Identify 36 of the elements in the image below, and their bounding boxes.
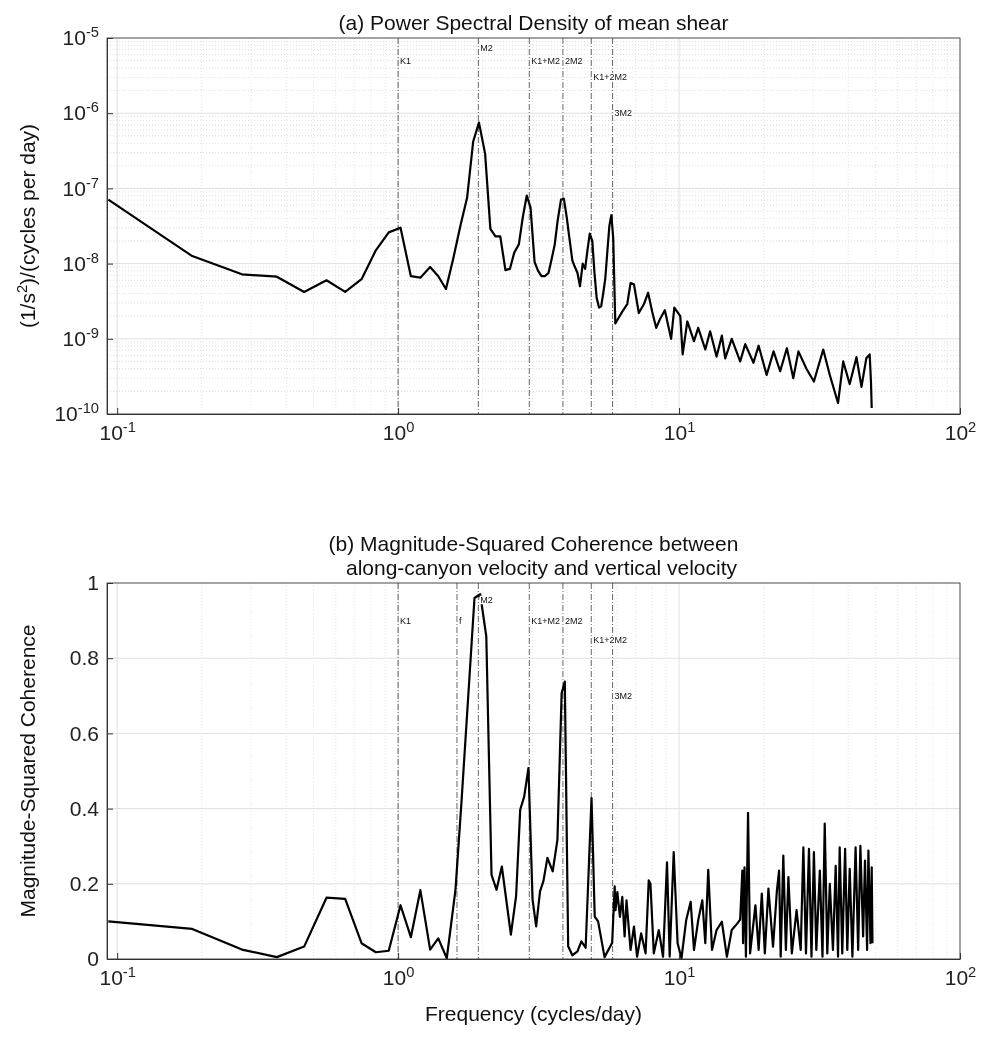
y-tick-label: 10$^{-9}$ xyxy=(62,325,99,351)
x-tick-label: 10$^{-1}$ xyxy=(99,419,136,445)
annotation: K1+M2 xyxy=(531,55,561,66)
annotation: K1+2M2 xyxy=(593,72,628,83)
annotation: K1 xyxy=(400,55,412,66)
annotation: 2M2 xyxy=(564,55,583,66)
y-tick-label: 10$^{-5}$ xyxy=(62,24,99,50)
annotation: 3M2 xyxy=(614,690,633,701)
annotation: 2M2 xyxy=(564,615,583,626)
y-tick-label: 0.4 xyxy=(69,796,100,820)
annotation: f xyxy=(458,615,462,626)
x-tick-label: 10$^{2}$ xyxy=(944,419,977,445)
y-tick-label: 0.8 xyxy=(69,646,99,670)
annotation: 3M2 xyxy=(614,108,633,119)
annotation: K1+M2 xyxy=(531,615,561,626)
y-tick-label: 0.6 xyxy=(69,721,99,745)
y-tick-label: 10$^{-8}$ xyxy=(62,249,99,275)
y-tick-label: 10$^{-6}$ xyxy=(62,99,99,125)
annotation: K1 xyxy=(400,615,412,626)
x-tick-label: 10$^{0}$ xyxy=(382,964,415,990)
y-axis-title: Magnitude-Squared Coherence xyxy=(16,624,39,918)
y-tick-label: 1 xyxy=(87,571,99,595)
y-tick-label: 0.2 xyxy=(69,872,99,896)
x-axis-title: Frequency (cycles/day) xyxy=(424,1002,643,1025)
x-tick-label: 10$^{1}$ xyxy=(663,419,696,445)
y-tick-label: 10$^{-10}$ xyxy=(54,400,99,426)
y-tick-label: 0 xyxy=(87,947,99,971)
chart-title: (a) Power Spectral Density of mean shear xyxy=(338,11,729,34)
x-tick-label: 10$^{0}$ xyxy=(382,419,415,445)
y-tick-label: 10$^{-7}$ xyxy=(62,174,99,200)
x-tick-label: 10$^{-1}$ xyxy=(99,964,136,990)
chart-title: (b) Magnitude-Squared Coherence between along-canyon velocity and vertical velocity xyxy=(328,532,739,579)
x-tick-label: 10$^{2}$ xyxy=(944,964,977,990)
x-tick-label: 10$^{1}$ xyxy=(663,964,696,990)
annotation: M2 xyxy=(480,42,493,53)
annotation: K1+2M2 xyxy=(593,634,628,645)
